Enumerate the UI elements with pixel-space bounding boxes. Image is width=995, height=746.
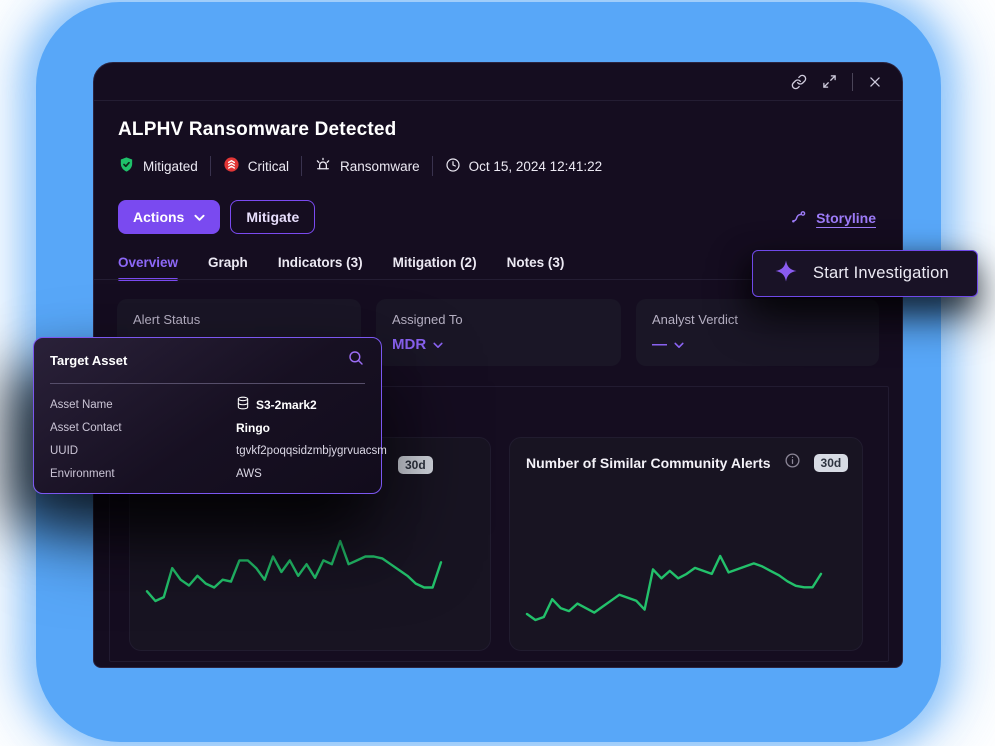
- timestamp: Oct 15, 2024 12:41:22: [445, 157, 603, 176]
- community-alerts-sparkline-chart: [525, 554, 823, 622]
- link-icon[interactable]: [791, 74, 807, 90]
- asset-name-label: Asset Name: [50, 398, 113, 411]
- mitigated-label: Mitigated: [143, 158, 198, 174]
- sparkle-icon: [774, 259, 798, 288]
- mitigated-badge: Mitigated: [118, 156, 198, 176]
- status-divider: [431, 156, 433, 176]
- uuid-value: tgvkf2poqqsidzmbjygrvuacsm: [236, 444, 387, 457]
- mitigate-button[interactable]: Mitigate: [230, 200, 316, 234]
- chart-title: Number of Similar Community Alerts: [526, 455, 771, 471]
- tab-notes[interactable]: Notes (3): [506, 255, 565, 270]
- tab-graph[interactable]: Graph: [208, 255, 248, 270]
- status-divider: [301, 156, 303, 176]
- asset-contact-row: Asset Contact Ringo: [50, 416, 365, 439]
- critical-badge: Critical: [223, 156, 289, 176]
- target-asset-rows: Asset Name S3-2mark2 Asset Contact Ringo…: [50, 393, 387, 485]
- critical-label: Critical: [247, 158, 290, 174]
- analyst-verdict-label: Analyst Verdict: [652, 312, 738, 327]
- period-badge[interactable]: 30d: [813, 454, 849, 472]
- target-asset-title: Target Asset: [50, 353, 128, 368]
- ransomware-label: Ransomware: [340, 158, 420, 174]
- toolbar: Actions Mitigate: [118, 200, 316, 234]
- assigned-to-select[interactable]: MDR: [392, 336, 605, 353]
- assigned-to-label: Assigned To: [392, 312, 463, 327]
- uuid-label: UUID: [50, 444, 79, 457]
- titlebar-divider: [852, 72, 853, 91]
- database-icon: [236, 396, 250, 413]
- left-sparkline-chart: [145, 539, 443, 603]
- start-investigation-label: Start Investigation: [813, 264, 949, 282]
- shield-check-icon: [118, 156, 135, 176]
- asset-contact-label: Asset Contact: [50, 421, 122, 434]
- asset-name-value: S3-2mark2: [256, 397, 317, 412]
- clock-icon: [445, 157, 461, 176]
- severity-critical-icon: [223, 156, 240, 176]
- uuid-row: UUID tgvkf2poqqsidzmbjygrvuacsm: [50, 439, 387, 462]
- tab-overview[interactable]: Overview: [118, 255, 179, 281]
- info-icon[interactable]: [784, 452, 801, 474]
- storyline-icon: [789, 207, 808, 229]
- tabbar-divider: [94, 279, 902, 280]
- environment-value: AWS: [236, 467, 262, 480]
- period-badge[interactable]: 30d: [398, 456, 433, 474]
- search-icon[interactable]: [347, 349, 365, 372]
- mitigate-button-label: Mitigate: [246, 209, 300, 225]
- environment-row: Environment AWS: [50, 462, 365, 485]
- environment-label: Environment: [50, 467, 115, 480]
- target-asset-card: Target Asset Asset Name S3-2mark2 Asset …: [33, 337, 387, 494]
- alert-status-row: Mitigated Critical Ransomware Oct 15, 20…: [118, 155, 602, 177]
- expand-icon[interactable]: [822, 74, 837, 89]
- analyst-verdict-value: —: [652, 336, 667, 353]
- actions-button-label: Actions: [133, 209, 185, 225]
- asset-name-value-group: S3-2mark2: [236, 396, 317, 413]
- target-asset-divider: [50, 383, 365, 384]
- alert-status-label: Alert Status: [133, 312, 201, 327]
- ransomware-badge: Ransomware: [314, 156, 420, 177]
- timestamp-label: Oct 15, 2024 12:41:22: [468, 158, 603, 174]
- chevron-down-icon: [433, 336, 443, 353]
- actions-button[interactable]: Actions: [118, 200, 221, 234]
- tab-mitigation[interactable]: Mitigation (2): [392, 255, 477, 270]
- page-title: ALPHV Ransomware Detected: [118, 119, 397, 140]
- assigned-to-card: Assigned To MDR: [376, 299, 621, 366]
- chart-card-header: Number of Similar Community Alerts 30d: [526, 452, 849, 474]
- storyline-label: Storyline: [816, 210, 876, 226]
- analyst-verdict-select[interactable]: —: [652, 336, 863, 353]
- target-asset-header: Target Asset: [50, 338, 365, 383]
- close-icon[interactable]: [868, 75, 882, 89]
- chevron-down-icon: [674, 336, 684, 353]
- storyline-link[interactable]: Storyline: [789, 207, 876, 229]
- content-frame: [109, 386, 889, 662]
- assigned-to-value: MDR: [392, 336, 427, 353]
- chevron-down-icon: [194, 209, 205, 225]
- siren-icon: [314, 156, 332, 177]
- asset-contact-value: Ringo: [236, 420, 270, 435]
- status-divider: [209, 156, 211, 176]
- asset-name-row: Asset Name S3-2mark2: [50, 393, 365, 416]
- community-alerts-chart-card: Number of Similar Community Alerts 30d: [509, 437, 863, 651]
- start-investigation-button[interactable]: Start Investigation: [752, 250, 978, 297]
- analyst-verdict-card: Analyst Verdict —: [636, 299, 879, 366]
- tab-bar: Overview Graph Indicators (3) Mitigation…: [118, 255, 564, 281]
- window-titlebar: [94, 63, 902, 101]
- tab-indicators[interactable]: Indicators (3): [277, 255, 363, 270]
